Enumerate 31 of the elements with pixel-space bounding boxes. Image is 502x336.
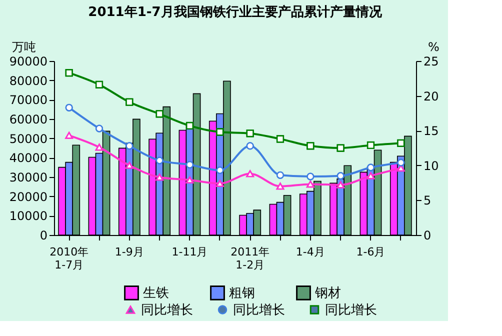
x-tick-label: 1-4月 [296, 246, 325, 258]
x-tick-label: 2010年 1-7月 [50, 246, 89, 272]
y-tick-label: 20000 [9, 190, 48, 204]
y-tick-label: 70000 [9, 93, 48, 108]
y2-axis-title: % [428, 40, 440, 54]
y-tick-label: 30000 [9, 170, 48, 184]
x-tick-label: 1-11月 [172, 246, 208, 258]
legend-label: 同比增长 [325, 302, 377, 318]
x-tick-label: 1-6月 [356, 246, 386, 258]
y-tick-label: 0 [40, 228, 48, 242]
y-axis-title: 万吨 [12, 40, 36, 54]
x-tick-label: 2011年 1-2月 [230, 246, 270, 272]
y-tick-label: 10000 [9, 209, 48, 224]
y-tick-label: 80000 [9, 74, 48, 88]
y2-tick-label: 15 [424, 124, 439, 138]
legend-label: 粗钢 [229, 286, 255, 301]
legend-label: 同比增长 [233, 302, 285, 318]
y2-tick-label: 20 [424, 89, 439, 104]
x-tick-label: 1-9月 [114, 246, 144, 258]
y-tick-label: 40000 [9, 151, 48, 166]
y-tick-label: 60000 [9, 112, 48, 126]
legend-label: 同比增长 [141, 302, 193, 318]
y2-tick-label: 0 [424, 228, 432, 242]
legend-label: 钢材 [314, 286, 341, 301]
y-tick-label: 50000 [9, 132, 48, 146]
chart-title: 2011年1-7月我国钢铁行业主要产品累计产量情况 [88, 4, 383, 20]
legend-label: 生铁 [143, 286, 169, 301]
y-tick-label: 90000 [9, 54, 48, 68]
y2-tick-label: 25 [424, 54, 439, 68]
y2-tick-label: 5 [424, 194, 432, 208]
y2-tick-label: 10 [424, 158, 439, 173]
